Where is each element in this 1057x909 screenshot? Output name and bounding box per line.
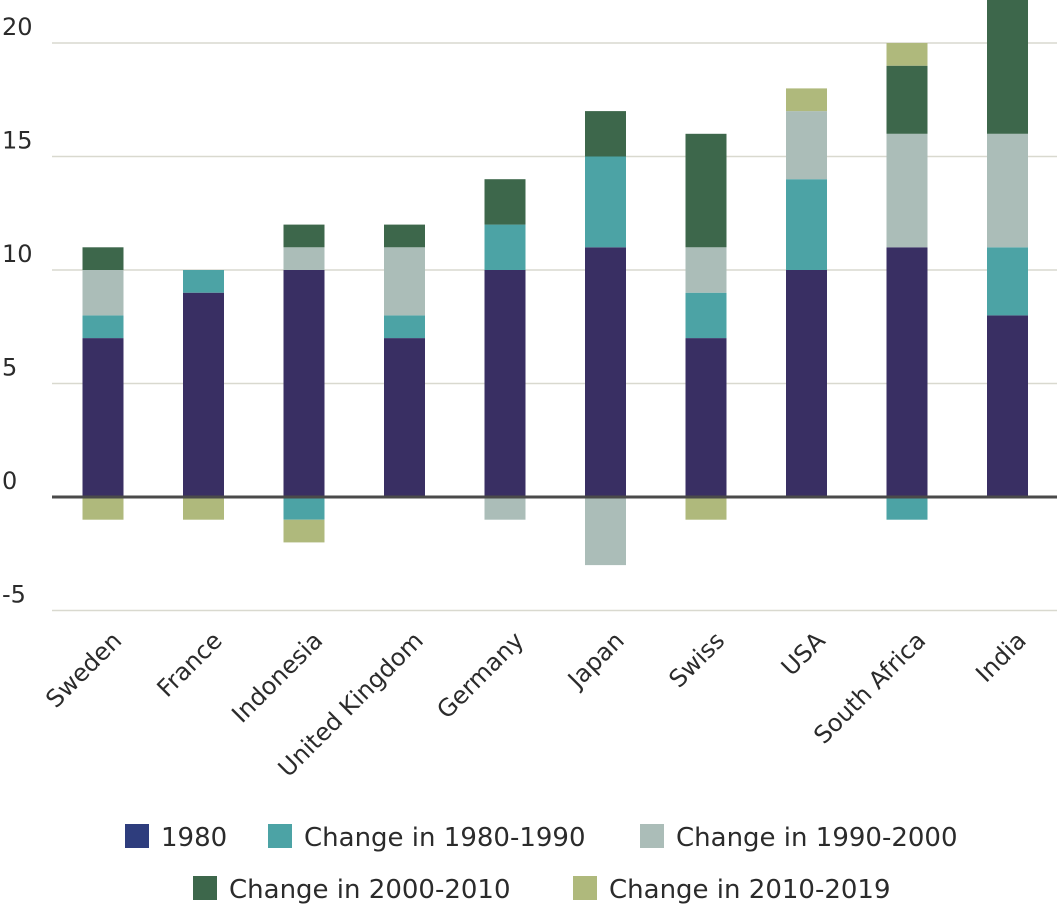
legend-label: Change in 2010-2019: [609, 875, 891, 905]
bar-segment: [384, 338, 425, 497]
bar-segment: [685, 247, 727, 293]
legend-swatch: [573, 876, 597, 900]
bar-segment: [886, 133, 928, 248]
bar-segment: [585, 247, 626, 497]
bar-segment: [786, 111, 827, 180]
x-category-label: France: [152, 626, 228, 702]
y-tick-labels: 20 15 10 5 0 -5: [2, 13, 33, 609]
bar-segment: [886, 497, 928, 520]
x-category-label: Indonesia: [226, 626, 328, 728]
bar-segment: [82, 270, 124, 316]
bar-segment: [283, 224, 325, 248]
legend-swatch: [268, 824, 292, 848]
y-tick-label: 0: [2, 467, 17, 495]
bar-segment: [585, 156, 626, 248]
bar-segment: [484, 179, 526, 225]
x-category-label: Japan: [561, 626, 630, 695]
y-tick-label: 10: [2, 240, 33, 268]
bar-segment: [886, 65, 928, 134]
bar-segment: [685, 338, 727, 497]
legend-swatch: [193, 876, 217, 900]
bar-segment: [82, 338, 124, 497]
bar-segment: [987, 247, 1028, 316]
bar-segment: [585, 111, 626, 157]
y-tick-label: 5: [2, 354, 17, 382]
legend-swatch: [125, 824, 149, 848]
bar-segment: [685, 292, 727, 339]
legend-label: Change in 1990-2000: [676, 823, 958, 853]
bar-segment: [685, 133, 727, 248]
bar-segment: [786, 270, 827, 497]
bar-segment: [484, 497, 526, 520]
bar-segment: [82, 247, 124, 270]
bar-segment: [585, 497, 626, 566]
y-tick-label: 15: [2, 127, 33, 155]
legend-label: 1980: [161, 823, 227, 853]
bar-segment: [183, 497, 224, 520]
bar-segment: [484, 270, 526, 497]
bar-segment: [283, 247, 325, 270]
bar-segment: [82, 497, 124, 520]
bar-segment: [384, 247, 425, 316]
y-tick-label: -5: [2, 581, 26, 609]
bar-segment: [886, 43, 928, 66]
bar-segment: [685, 497, 727, 520]
x-category-label: Swiss: [663, 626, 730, 693]
bar-segment: [484, 224, 526, 270]
legend-swatch: [640, 824, 664, 848]
bar-segment: [987, 315, 1028, 497]
legend-label: Change in 1980-1990: [304, 823, 586, 853]
bars: [82, 0, 1028, 566]
bar-segment: [987, 133, 1028, 248]
bar-segment: [183, 270, 224, 293]
bar-segment: [82, 315, 124, 339]
bar-segment: [183, 292, 224, 497]
bar-segment: [384, 224, 425, 248]
legend-label: Change in 2000-2010: [229, 875, 511, 905]
x-category-label: Germany: [431, 626, 529, 724]
bar-segment: [987, 0, 1028, 134]
bar-segment: [283, 497, 325, 520]
bar-segment: [786, 88, 827, 112]
x-category-label: Sweden: [40, 626, 127, 713]
legend: 1980 Change in 1980-1990 Change in 1990-20…: [125, 823, 958, 905]
x-category-label: USA: [776, 626, 831, 681]
x-category-label: India: [970, 626, 1031, 687]
y-tick-label: 20: [2, 13, 33, 41]
bar-segment: [384, 315, 425, 339]
bar-segment: [786, 179, 827, 270]
bar-segment: [886, 247, 928, 497]
bar-segment: [283, 270, 325, 497]
bar-segment: [283, 519, 325, 543]
